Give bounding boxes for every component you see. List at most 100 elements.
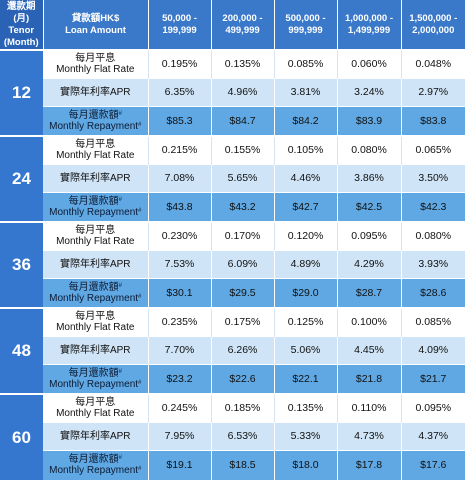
repayment-row: 每月還款額# Monthly Repayment# $85.3 $84.7 $84.2 $… [0,105,465,136]
range-header: 200,000 - 499,999 [211,0,275,50]
flat-rate-value: 0.080% [337,135,402,164]
repayment-value: $43.2 [211,191,275,222]
tenor-months: 12 [0,49,43,136]
flat-rate-value: 0.120% [274,221,338,250]
repayment-label-en-line: Monthly Repayment# [43,121,148,132]
flat-rate-value: 0.105% [274,135,338,164]
repayment-label-zh: 每月還款額 [68,367,119,379]
repayment-row: 每月還款額# Monthly Repayment# $23.2 $22.6 $22.1 $… [0,363,465,394]
flat-rate-label-en: Monthly Flat Rate [56,150,135,162]
repayment-value: $22.6 [211,363,275,394]
repayment-label-zh: 每月還款額 [68,195,119,207]
flat-rate-value: 0.230% [148,221,212,250]
apr-value: 4.73% [337,421,402,450]
apr-label: 實際年利率APR [43,163,149,192]
range-header: 50,000 - 199,999 [148,0,212,50]
apr-value: 3.50% [401,163,465,192]
apr-value: 4.96% [211,77,275,106]
repayment-label-en: Monthly Repayment [49,465,139,477]
flat-rate-value: 0.135% [274,393,338,422]
flat-rate-label-en: Monthly Flat Rate [56,322,135,334]
flat-rate-label-zh: 每月平息 [75,53,116,65]
repayment-value: $29.0 [274,277,338,308]
repayment-label-en-line: Monthly Repayment# [43,465,148,476]
flat-rate-value: 0.048% [401,49,465,78]
range-header: 500,000 - 999,999 [274,0,338,50]
apr-value: 3.86% [337,163,402,192]
repayment-label-zh: 每月還款額 [68,281,119,293]
tenor-months: 24 [0,135,43,222]
repayment-value: $42.3 [401,191,465,222]
repayment-label-zh-line: 每月還款額# [43,110,148,121]
flat-rate-label-zh: 每月平息 [75,311,116,323]
apr-label: 實際年利率APR [43,77,149,106]
flat-rate-value: 0.085% [401,307,465,336]
amount-header-en: Loan Amount [65,24,126,36]
repayment-label-en-line: Monthly Repayment# [43,293,148,304]
apr-row: 實際年利率APR 6.35% 4.96% 3.81% 3.24% 2.97% [0,77,465,106]
flat-rate-value: 0.245% [148,393,212,422]
apr-value: 2.97% [401,77,465,106]
repayment-value: $83.8 [401,105,465,136]
flat-rate-label: 每月平息 Monthly Flat Rate [43,307,149,336]
tenor-months: 48 [0,307,43,394]
repayment-value: $23.2 [148,363,212,394]
footnote-mark: # [118,282,122,289]
footnote-mark: # [118,110,122,117]
footnote-mark: # [118,455,122,462]
apr-value: 3.24% [337,77,402,106]
apr-value: 4.37% [401,421,465,450]
flat-rate-row: 48 每月平息 Monthly Flat Rate 0.235% 0.175% 0.125… [0,307,465,394]
flat-rate-label: 每月平息 Monthly Flat Rate [43,393,149,422]
repayment-value: $17.8 [337,449,402,480]
flat-rate-row: 36 每月平息 Monthly Flat Rate 0.230% 0.170% 0.120… [0,221,465,308]
repayment-value: $22.1 [274,363,338,394]
footnote-mark: # [138,207,142,214]
flat-rate-label-zh: 每月平息 [75,225,116,237]
repayment-value: $18.5 [211,449,275,480]
repayment-value: $21.8 [337,363,402,394]
flat-rate-value: 0.085% [274,49,338,78]
apr-value: 5.65% [211,163,275,192]
apr-value: 4.29% [337,249,402,278]
repayment-label: 每月還款額# Monthly Repayment# [43,449,149,480]
repayment-value: $85.3 [148,105,212,136]
flat-rate-value: 0.215% [148,135,212,164]
tenor-months: 60 [0,393,43,480]
apr-value: 6.53% [211,421,275,450]
repayment-label-en: Monthly Repayment [49,378,139,390]
flat-rate-value: 0.170% [211,221,275,250]
repayment-label: 每月還款額# Monthly Repayment# [43,277,149,308]
flat-rate-label-zh: 每月平息 [75,397,116,409]
flat-rate-label: 每月平息 Monthly Flat Rate [43,49,149,78]
apr-value: 5.33% [274,421,338,450]
apr-value: 4.46% [274,163,338,192]
flat-rate-value: 0.065% [401,135,465,164]
repayment-value: $84.7 [211,105,275,136]
repayment-value: $28.7 [337,277,402,308]
repayment-value: $43.8 [148,191,212,222]
apr-value: 4.89% [274,249,338,278]
header-row: 還款期 (月) Tenor (Month) 貸款額HK$ Loan Amount… [0,0,465,50]
footnote-mark: # [118,196,122,203]
repayment-value: $29.5 [211,277,275,308]
range-header: 1,500,000 - 2,000,000 [401,0,465,50]
tenor-header-zh: 還款期 (月) [6,0,36,24]
apr-value: 7.95% [148,421,212,450]
apr-value: 4.45% [337,335,402,364]
apr-value: 6.35% [148,77,212,106]
apr-label: 實際年利率APR [43,335,149,364]
repayment-label-zh: 每月還款額 [68,454,119,466]
flat-rate-value: 0.235% [148,307,212,336]
repayment-label-zh-line: 每月還款額# [43,282,148,293]
repayment-label-zh-line: 每月還款額# [43,196,148,207]
apr-value: 6.26% [211,335,275,364]
flat-rate-value: 0.135% [211,49,275,78]
repayment-value: $84.2 [274,105,338,136]
repayment-value: $28.6 [401,277,465,308]
repayment-value: $42.7 [274,191,338,222]
repayment-label: 每月還款額# Monthly Repayment# [43,363,149,394]
flat-rate-label: 每月平息 Monthly Flat Rate [43,221,149,250]
footnote-mark: # [138,379,142,386]
repayment-label-en-line: Monthly Repayment# [43,207,148,218]
